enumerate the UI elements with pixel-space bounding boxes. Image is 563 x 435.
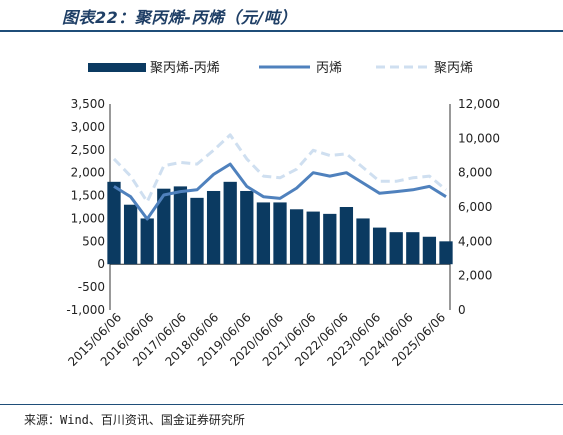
right-tick-label: 10,000 [458,131,500,145]
source-note: 来源：Wind、百川资讯、国金证券研究所 [24,413,245,427]
spread-bar [406,232,420,265]
chart-legend: 聚丙烯-丙烯 丙烯 聚丙烯 [88,61,473,76]
left-tick-label: -500 [78,280,105,294]
left-tick-label: 1,500 [71,189,105,203]
propylene-line [113,162,447,221]
right-tick-label: 0 [458,303,466,317]
spread-bar [339,207,354,265]
right-tick-label: 12,000 [458,97,500,111]
spread-bar [356,218,370,265]
spread-bar [439,241,453,265]
chart-title: 图表22：聚丙烯-丙烯（元/吨） [62,8,297,27]
spread-bar [206,190,221,265]
spread-bar [323,213,337,265]
left-tick-label: 2,500 [71,143,105,157]
spread-bar [223,181,237,265]
spread-bar [422,236,437,265]
legend-label-propylene: 丙烯 [316,61,342,76]
spread-bar [107,181,121,265]
left-tick-label: 500 [82,234,105,248]
spread-bar [372,227,387,265]
right-tick-label: 6,000 [458,200,492,214]
chart-canvas: 聚丙烯-丙烯 丙烯 聚丙烯 3,500 3,000 2,500 2,000 1,500 1… [65,61,500,369]
spread-bar [240,190,254,265]
right-tick-label: 4,000 [458,234,492,248]
legend-label-polypropylene: 聚丙烯 [434,61,473,76]
spread-bar [273,202,287,265]
spread-bar [157,188,171,265]
left-tick-label: 3,500 [71,97,105,111]
right-tick-label: 2,000 [458,269,492,283]
spread-bar [256,202,271,265]
spread-bar [190,197,204,265]
spread-bar [123,204,138,265]
spread-bar [140,218,154,265]
left-tick-label: 0 [97,257,105,271]
left-tick-label: 1,000 [71,211,105,225]
title-divider [0,30,563,32]
spread-bar [389,232,403,265]
plot-area: 3,500 3,000 2,500 2,000 1,500 1,000 500 0 -500 -1… [65,97,500,369]
spread-bar [289,209,304,265]
spread-bar [306,211,320,265]
legend-swatch-spread [88,63,146,72]
left-tick-label: 2,000 [71,166,105,180]
left-tick-label: -1,000 [66,303,105,317]
source-divider [0,404,563,405]
right-tick-label: 8,000 [458,166,492,180]
polypropylene-line [112,133,447,204]
legend-label-spread: 聚丙烯-丙烯 [150,61,220,76]
left-tick-label: 3,000 [71,120,105,134]
spread-bar [173,186,188,265]
